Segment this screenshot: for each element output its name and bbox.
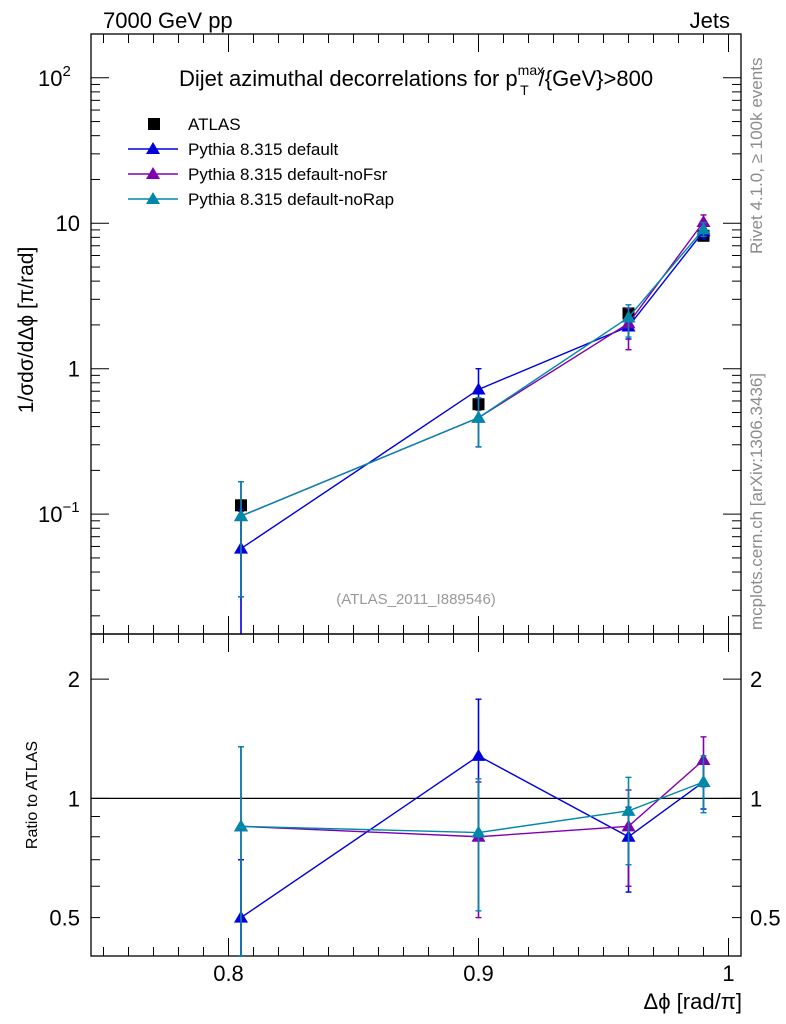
- main-title: Dijet azimuthal decorrelations for pmax T…: [179, 62, 653, 98]
- y-tick-label-ratio: 2: [68, 667, 80, 692]
- y-tick-label: 10: [56, 211, 80, 236]
- legend: ATLAS Pythia 8.315 default Pythia 8.315 de…: [128, 115, 394, 209]
- ratio-point-2: [696, 774, 711, 787]
- y-axis-label-ratio: Ratio to ATLAS: [24, 741, 41, 849]
- y-axis-label-main: 1/σdσ/dΔϕ [π/rad]: [15, 247, 38, 414]
- data-point-3: [621, 310, 636, 323]
- header: 7000 GeV pp Jets: [103, 8, 730, 33]
- data-point-3: [471, 410, 486, 423]
- data-point-1: [471, 382, 486, 395]
- x-axis-label: Δϕ [rad/π]: [644, 989, 742, 1014]
- header-right-label: Jets: [690, 8, 730, 33]
- y-tick-label-ratio: 1: [68, 786, 80, 811]
- ratio-data-marks: [234, 698, 711, 957]
- ratio-point-2: [471, 825, 486, 838]
- legend-marker: [146, 192, 160, 204]
- legend-marker-atlas: [148, 118, 160, 130]
- main-ticks: 102 10 1 10−1: [38, 33, 741, 634]
- ratio-line-0: [240, 755, 704, 919]
- data-point-3: [234, 509, 248, 522]
- y-tick-label-ratio-right: 2: [750, 667, 762, 692]
- y-tick-label: 102: [38, 63, 71, 91]
- x-tick-label: 0.8: [213, 961, 244, 986]
- x-tick-label: 1: [722, 961, 734, 986]
- watermark: (ATLAS_2011_I889546): [336, 591, 496, 608]
- y-tick-label: 10−1: [38, 499, 80, 527]
- side-label-rivet: Rivet 4.1.0, ≥ 100k events: [747, 58, 766, 254]
- ratio-ticks: 0.8 0.9 1 2 2 1 1 0.5 0.5: [49, 634, 781, 986]
- legend-marker: [146, 142, 160, 154]
- main-panel: 102 10 1 10−1 (ATLAS_2011_I889546) Dijet az…: [38, 33, 742, 635]
- ratio-point-0: [471, 748, 486, 761]
- y-tick-label: 1: [68, 357, 80, 382]
- series-line-3: [240, 228, 705, 517]
- legend-marker: [146, 167, 160, 179]
- legend-label: ATLAS: [188, 115, 241, 134]
- ratio-point-2: [234, 819, 248, 832]
- data-point-3: [696, 222, 711, 235]
- header-left-label: 7000 GeV pp: [103, 8, 233, 33]
- series-line-2: [240, 221, 705, 517]
- ratio-line-1: [240, 759, 704, 838]
- legend-label: Pythia 8.315 default-noRap: [188, 190, 394, 209]
- ratio-line-2: [240, 781, 704, 834]
- x-tick-label: 0.9: [463, 961, 494, 986]
- main-data-marks: [234, 214, 711, 634]
- ratio-point-2: [621, 803, 636, 816]
- ratio-panel: 0.8 0.9 1 2 2 1 1 0.5 0.5: [49, 633, 781, 986]
- y-tick-label-ratio-right: 1: [750, 786, 762, 811]
- side-label-mcplots: mcplots.cern.ch [arXiv:1306.3436]: [747, 373, 766, 630]
- y-tick-label-ratio-right: 0.5: [750, 906, 781, 931]
- legend-label: Pythia 8.315 default-noFsr: [188, 165, 388, 184]
- series-line-1: [240, 230, 705, 550]
- data-point-2: [696, 214, 711, 227]
- y-tick-label-ratio: 0.5: [49, 906, 80, 931]
- ratio-panel-frame: [90, 633, 742, 957]
- legend-label: Pythia 8.315 default: [188, 140, 339, 159]
